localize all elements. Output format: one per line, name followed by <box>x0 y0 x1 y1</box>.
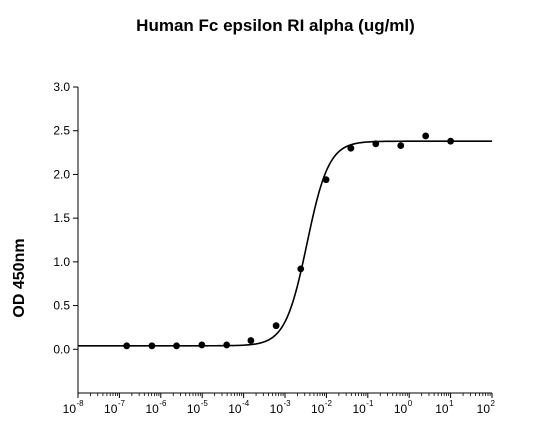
x-tick-base: 10 <box>477 402 491 416</box>
x-tick-label: 10 -2 <box>311 399 333 416</box>
data-point <box>123 342 131 350</box>
x-tick-base: 10 <box>394 402 408 416</box>
x-tick-base: 10 <box>104 402 118 416</box>
y-tick-label: 1.0 <box>53 255 70 269</box>
x-tick-label: 10 -3 <box>270 399 292 416</box>
x-tick-label: 10 -7 <box>104 399 126 416</box>
axes <box>73 86 493 398</box>
y-tick-label: 2.5 <box>53 124 70 138</box>
x-tick-exponent: -8 <box>77 399 85 408</box>
data-point <box>297 265 305 273</box>
x-tick-label: 10 0 <box>394 399 413 416</box>
x-tick-label: 10 -8 <box>63 399 85 416</box>
fit-curve <box>78 140 492 347</box>
data-points <box>123 132 454 350</box>
x-tick-base: 10 <box>270 402 284 416</box>
x-tick-exponent: 2 <box>491 399 496 408</box>
x-tick-base: 10 <box>187 402 201 416</box>
data-point <box>422 132 430 140</box>
x-tick-exponent: 1 <box>449 399 454 408</box>
data-point <box>447 137 454 145</box>
x-tick-exponent: -5 <box>201 399 209 408</box>
fit-curve-layer <box>78 140 492 347</box>
x-tick-base: 10 <box>63 402 77 416</box>
data-point <box>397 142 405 149</box>
x-tick-exponent: -2 <box>325 399 333 408</box>
data-point <box>372 140 380 148</box>
data-point <box>322 176 330 184</box>
x-tick-base: 10 <box>145 402 159 416</box>
x-tick-exponent: -1 <box>366 399 374 408</box>
x-tick-label: 10 -4 <box>228 399 250 416</box>
x-tick-label: 10 1 <box>435 399 454 416</box>
x-tick-exponent: -4 <box>242 399 250 408</box>
x-tick-base: 10 <box>228 402 242 416</box>
data-point <box>347 144 355 152</box>
data-point <box>198 341 206 349</box>
x-tick-base: 10 <box>311 402 325 416</box>
tick-labels: 0.00.51.01.52.02.53.010 -8 10 -7 10 -6 10 -5 10-… <box>53 80 495 416</box>
y-tick-label: 2.0 <box>53 167 70 181</box>
x-tick-label: 10 -5 <box>187 399 209 416</box>
data-point <box>148 342 156 350</box>
y-tick-label: 0.5 <box>53 299 70 313</box>
chart-title: Human Fc epsilon RI alpha (ug/ml) <box>136 16 415 35</box>
x-tick-label: 10 2 <box>477 399 496 416</box>
y-tick-label: 0.0 <box>53 342 70 356</box>
data-point <box>272 322 280 330</box>
y-tick-label: 1.5 <box>53 211 70 225</box>
x-tick-base: 10 <box>352 402 366 416</box>
y-tick-label: 3.0 <box>53 80 70 94</box>
x-tick-exponent: -6 <box>159 399 167 408</box>
x-tick-exponent: -7 <box>118 399 126 408</box>
data-point <box>247 337 255 344</box>
x-tick-exponent: 0 <box>408 399 413 408</box>
data-point <box>223 341 231 349</box>
x-tick-label: 10 -1 <box>352 399 374 416</box>
data-point <box>173 342 180 350</box>
x-tick-label: 10 -6 <box>145 399 167 416</box>
x-tick-exponent: -3 <box>284 399 292 408</box>
x-tick-base: 10 <box>435 402 449 416</box>
